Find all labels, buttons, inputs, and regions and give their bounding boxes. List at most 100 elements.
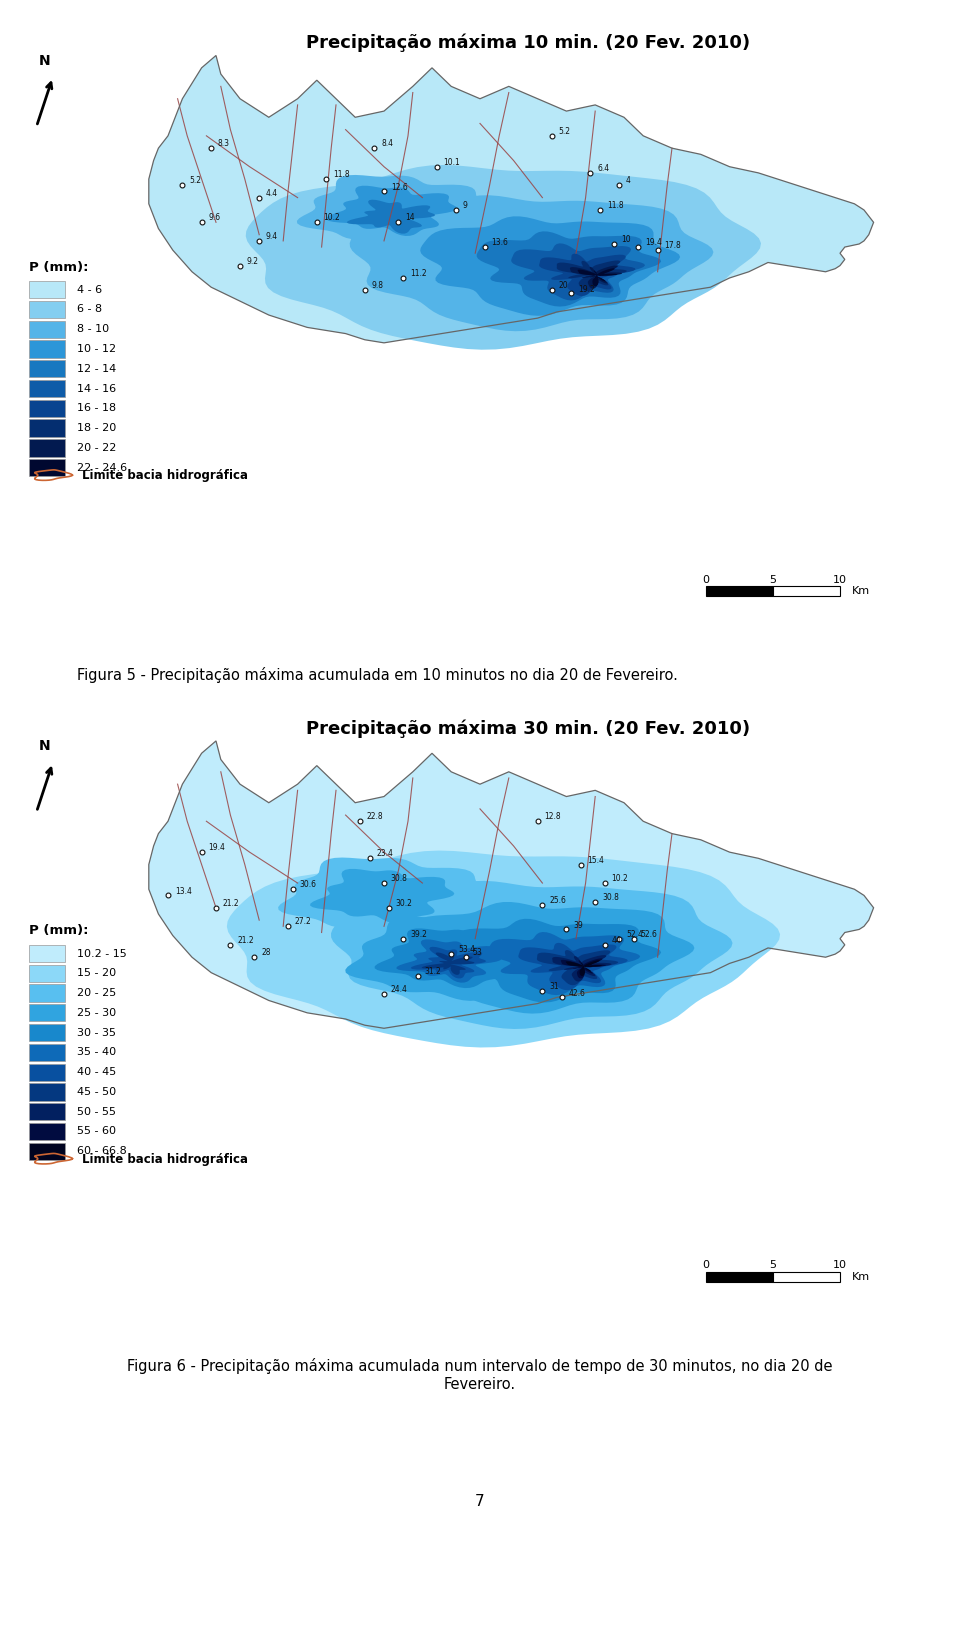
Text: N: N bbox=[38, 739, 50, 753]
Text: Km: Km bbox=[852, 586, 870, 596]
Polygon shape bbox=[518, 943, 628, 991]
Bar bbox=[29, 1122, 65, 1140]
Text: 8.3: 8.3 bbox=[218, 139, 230, 149]
Text: 0: 0 bbox=[702, 1260, 709, 1269]
Text: 9.2: 9.2 bbox=[247, 257, 259, 265]
Text: 20 - 25: 20 - 25 bbox=[77, 988, 116, 998]
Text: P (mm):: P (mm): bbox=[29, 260, 88, 274]
Bar bbox=[773, 586, 840, 596]
Text: 11.8: 11.8 bbox=[333, 170, 349, 179]
Polygon shape bbox=[396, 903, 694, 1014]
Text: 30.8: 30.8 bbox=[602, 893, 619, 903]
Text: 4: 4 bbox=[626, 177, 631, 185]
Text: 19.4: 19.4 bbox=[208, 844, 226, 852]
Text: 30.8: 30.8 bbox=[391, 875, 408, 883]
Polygon shape bbox=[374, 929, 524, 988]
Text: 11.8: 11.8 bbox=[607, 201, 623, 210]
Bar bbox=[29, 439, 65, 457]
Text: 9.6: 9.6 bbox=[208, 213, 221, 223]
Polygon shape bbox=[570, 265, 622, 288]
Bar bbox=[29, 1043, 65, 1061]
Text: P (mm):: P (mm): bbox=[29, 924, 88, 937]
Polygon shape bbox=[578, 269, 617, 287]
Polygon shape bbox=[310, 868, 454, 924]
Text: 13.4: 13.4 bbox=[175, 886, 192, 896]
Text: 5.2: 5.2 bbox=[189, 177, 202, 185]
Polygon shape bbox=[552, 955, 612, 981]
Polygon shape bbox=[331, 881, 732, 1029]
Text: 30.2: 30.2 bbox=[396, 899, 413, 907]
Text: 21.2: 21.2 bbox=[237, 935, 253, 945]
Text: 53: 53 bbox=[472, 948, 482, 957]
Polygon shape bbox=[149, 56, 874, 342]
Text: 22.8: 22.8 bbox=[367, 812, 383, 821]
Text: 20: 20 bbox=[559, 282, 568, 290]
Bar bbox=[29, 1102, 65, 1120]
Text: 13.6: 13.6 bbox=[492, 238, 509, 247]
Bar bbox=[29, 965, 65, 981]
Text: 25.6: 25.6 bbox=[549, 896, 566, 904]
Text: 14 - 16: 14 - 16 bbox=[77, 383, 116, 393]
Bar bbox=[29, 282, 65, 298]
Text: 30.6: 30.6 bbox=[300, 880, 317, 889]
Text: 12.6: 12.6 bbox=[391, 182, 407, 192]
Text: 42.6: 42.6 bbox=[568, 988, 586, 998]
Bar bbox=[773, 1271, 840, 1281]
Text: 44: 44 bbox=[612, 935, 621, 945]
Polygon shape bbox=[246, 165, 761, 349]
Text: 9.4: 9.4 bbox=[266, 233, 278, 241]
Text: 11.2: 11.2 bbox=[410, 269, 426, 278]
Text: Precipitação máxima 30 min. (20 Fev. 2010): Precipitação máxima 30 min. (20 Fev. 201… bbox=[306, 719, 750, 737]
Text: 10.2 - 15: 10.2 - 15 bbox=[77, 948, 127, 958]
Bar bbox=[29, 400, 65, 418]
Text: 4.4: 4.4 bbox=[266, 188, 278, 198]
Bar bbox=[706, 1271, 773, 1281]
Text: 10: 10 bbox=[621, 236, 631, 244]
Text: Figura 6 - Precipitação máxima acumulada num intervalo de tempo de 30 minutos, n: Figura 6 - Precipitação máxima acumulada… bbox=[128, 1358, 832, 1392]
Text: 50 - 55: 50 - 55 bbox=[77, 1107, 116, 1117]
Text: 40 - 45: 40 - 45 bbox=[77, 1068, 116, 1078]
Polygon shape bbox=[278, 858, 488, 935]
Polygon shape bbox=[347, 200, 435, 234]
Polygon shape bbox=[477, 231, 661, 306]
Bar bbox=[29, 1143, 65, 1160]
Polygon shape bbox=[411, 947, 486, 978]
Text: 18 - 20: 18 - 20 bbox=[77, 423, 116, 432]
Text: 16 - 18: 16 - 18 bbox=[77, 403, 116, 413]
Polygon shape bbox=[488, 932, 640, 996]
Text: Limite bacia hidrográfica: Limite bacia hidrográfica bbox=[82, 468, 248, 482]
Polygon shape bbox=[149, 740, 874, 1029]
Polygon shape bbox=[326, 185, 457, 236]
Text: 45 - 50: 45 - 50 bbox=[77, 1088, 116, 1097]
Text: 55 - 60: 55 - 60 bbox=[77, 1127, 116, 1137]
Polygon shape bbox=[557, 260, 627, 292]
Text: 12 - 14: 12 - 14 bbox=[77, 364, 116, 373]
Text: Precipitação máxima 10 min. (20 Fev. 2010): Precipitação máxima 10 min. (20 Fev. 201… bbox=[306, 34, 750, 52]
Text: 19.2: 19.2 bbox=[578, 285, 594, 293]
Text: 25 - 30: 25 - 30 bbox=[77, 1007, 116, 1017]
Text: 21.2: 21.2 bbox=[223, 899, 239, 907]
Text: 52.4: 52.4 bbox=[626, 930, 643, 939]
Text: 9: 9 bbox=[463, 201, 468, 210]
Text: 39.2: 39.2 bbox=[410, 930, 427, 939]
Bar bbox=[29, 360, 65, 377]
Text: 31: 31 bbox=[549, 983, 559, 991]
Text: 10.2: 10.2 bbox=[324, 213, 340, 223]
Bar bbox=[29, 380, 65, 398]
Text: 20 - 22: 20 - 22 bbox=[77, 442, 116, 454]
Text: 31.2: 31.2 bbox=[424, 966, 441, 976]
Bar bbox=[29, 984, 65, 1002]
Text: 10 - 12: 10 - 12 bbox=[77, 344, 116, 354]
Text: Km: Km bbox=[852, 1271, 870, 1283]
Text: 27.2: 27.2 bbox=[295, 917, 311, 927]
Text: N: N bbox=[38, 54, 50, 67]
Text: 19.4: 19.4 bbox=[645, 238, 662, 247]
Polygon shape bbox=[227, 850, 780, 1047]
Polygon shape bbox=[448, 919, 661, 1002]
Polygon shape bbox=[421, 952, 474, 975]
Text: 14: 14 bbox=[405, 213, 415, 223]
Polygon shape bbox=[349, 195, 713, 331]
Bar bbox=[29, 341, 65, 357]
Text: 35 - 40: 35 - 40 bbox=[77, 1047, 116, 1058]
Text: 22 - 24.6: 22 - 24.6 bbox=[77, 462, 127, 473]
